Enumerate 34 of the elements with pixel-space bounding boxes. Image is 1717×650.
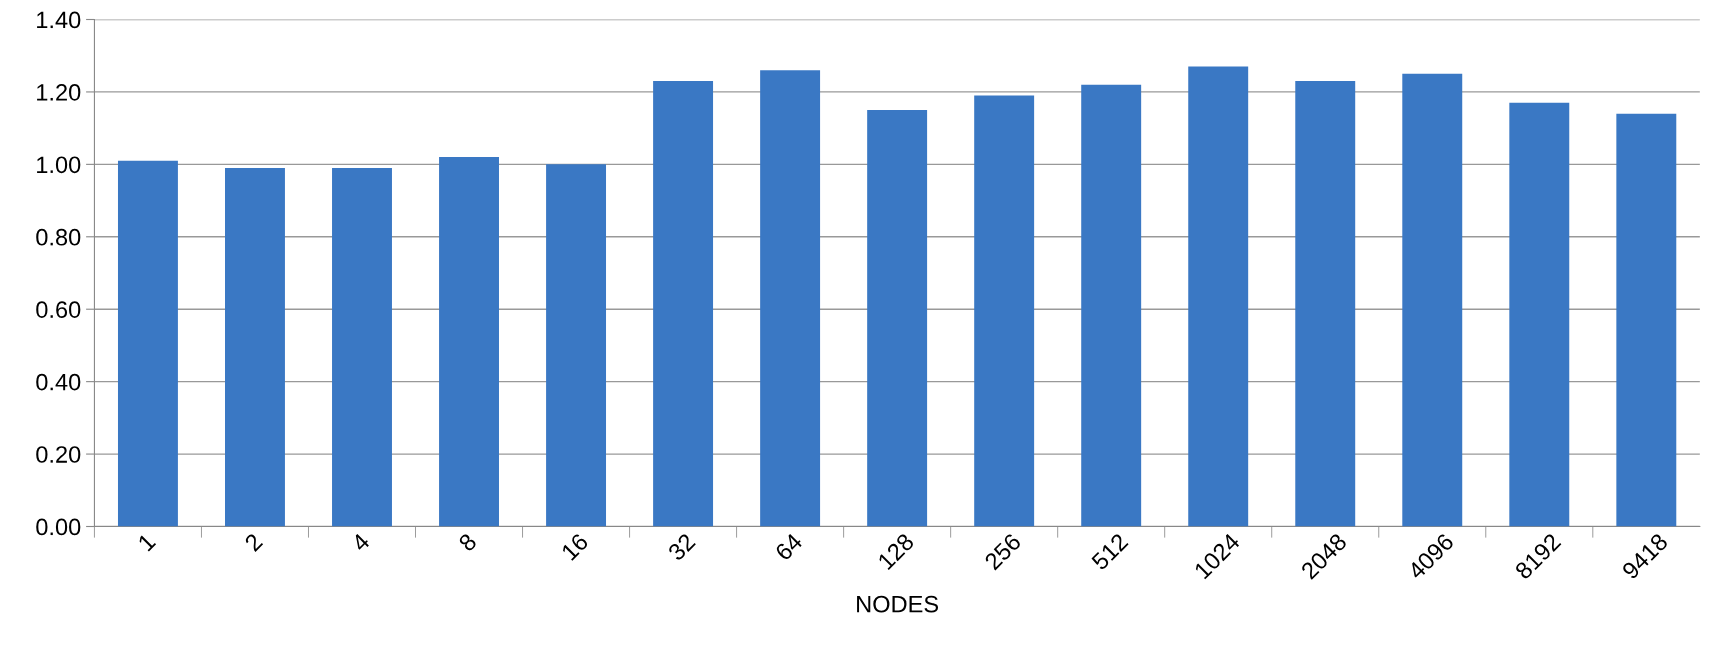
bar	[332, 167, 392, 527]
bar	[546, 164, 607, 527]
bar	[1402, 73, 1463, 527]
y-tick-label: 1.20	[37, 84, 81, 101]
bar	[1188, 66, 1249, 527]
bar	[653, 81, 714, 527]
bar	[867, 110, 928, 527]
x-tick-label: 2	[243, 532, 264, 552]
bar	[1081, 84, 1142, 527]
y-tick-label: 0.00	[36, 518, 81, 536]
x-tick-label: 128	[877, 532, 915, 571]
x-tick-label: 8	[457, 532, 478, 553]
y-tick-label: 0.40	[36, 373, 81, 391]
bar	[1509, 102, 1570, 527]
x-tick-label: 256	[983, 532, 1022, 571]
x-axis-title: NODES	[857, 595, 939, 613]
x-tick-label: 16	[560, 532, 590, 561]
y-tick-label: 0.20	[36, 446, 81, 463]
bar	[760, 70, 821, 527]
bar	[225, 167, 285, 527]
y-tick-label: 1.40	[37, 11, 81, 29]
x-tick-label: 512	[1090, 532, 1129, 571]
bar	[1616, 113, 1677, 527]
x-tick-label: 32	[667, 532, 697, 562]
x-tick-label: 64	[774, 532, 804, 562]
bar	[117, 160, 178, 527]
x-tick-label: 1	[137, 532, 157, 552]
y-tick-label: 1.00	[37, 156, 81, 174]
y-tick-label: 0.80	[36, 228, 81, 246]
bar	[974, 95, 1035, 527]
bar	[1295, 81, 1356, 527]
x-tick-label: 4	[350, 532, 371, 553]
y-tick-label: 0.60	[36, 301, 81, 318]
bar	[439, 157, 499, 527]
